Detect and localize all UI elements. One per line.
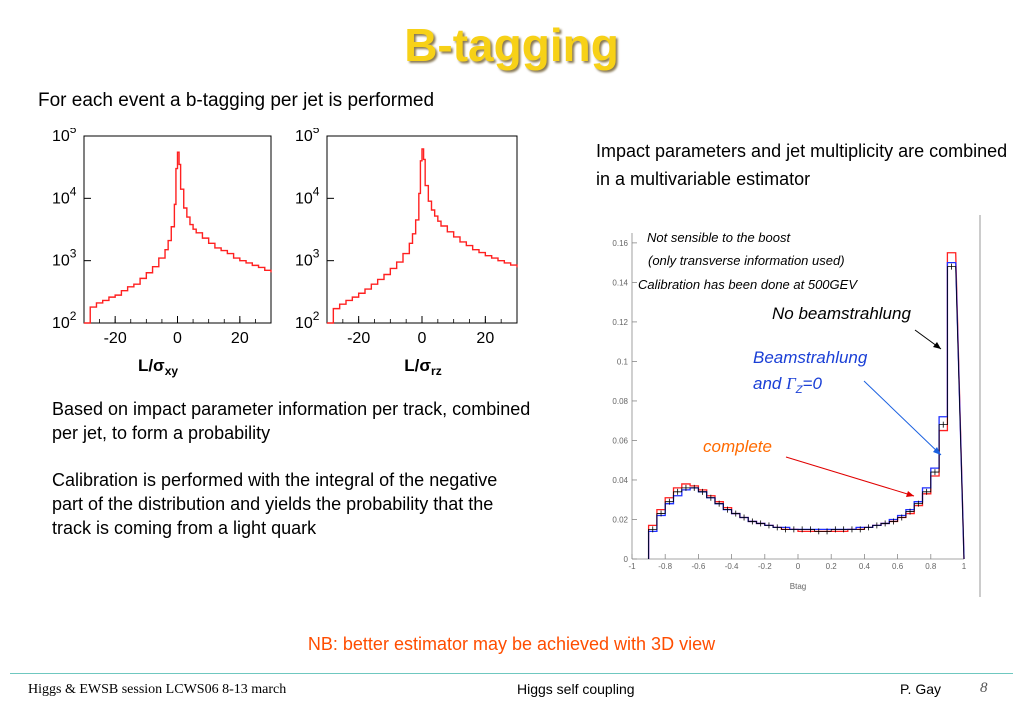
arrowhead-beamstrahlung [933, 447, 941, 455]
y-tick-label: 0.08 [612, 397, 628, 406]
histogram-line [84, 151, 272, 324]
x-tick-label: 0.4 [859, 562, 871, 571]
y-tick-label: 105 [295, 128, 320, 145]
x-tick-label: -0.6 [692, 562, 706, 571]
footer-rule [10, 673, 1013, 674]
x-tick-label: 0 [173, 330, 182, 347]
x-axis-label: Btag [790, 582, 806, 591]
plot-frame [326, 135, 518, 324]
arrowhead-complete [906, 491, 914, 497]
arrow-beamstrahlung [863, 380, 942, 456]
slide-subtitle: For each event a b-tagging per jet is pe… [38, 90, 435, 111]
y-tick-label: 102 [295, 309, 320, 332]
label-complete: complete [703, 437, 772, 456]
slide-title: B-tagging [404, 19, 619, 71]
y-tick-label: 0.14 [612, 278, 628, 287]
label-beamstrahlung-and-gamma: and ΓZ=0 [753, 374, 822, 396]
y-tick-label: 0.02 [612, 515, 628, 524]
series-complete [647, 252, 965, 560]
paragraph-impact-parameter: Based on impact parameter information pe… [52, 399, 531, 443]
y-tick-label: 103 [295, 247, 320, 270]
x-axis-label: L/σxy [138, 356, 178, 378]
histogram-l-sigma-rz: 105 104 103 102 -20 0 20 L/σrz [295, 128, 518, 378]
x-tick-label: 0.6 [892, 562, 904, 571]
y-tick-label: 104 [295, 184, 320, 207]
x-tick-label: 1 [962, 562, 967, 571]
x-axis-label: L/σrz [404, 356, 441, 378]
x-tick-label: 0.8 [925, 562, 937, 571]
y-tick-label: 0 [624, 555, 629, 564]
y-tick-label: 104 [52, 184, 77, 207]
note-boost: Not sensible to the boost [647, 230, 791, 245]
y-tick-label: 105 [52, 128, 77, 145]
x-tick-label: 0.2 [826, 562, 838, 571]
page-number: 8 [980, 680, 988, 696]
y-tick-label: 103 [52, 247, 77, 270]
x-tick-label: -0.4 [725, 562, 739, 571]
paragraph-multivariable: Impact parameters and jet multiplicity a… [596, 141, 1008, 189]
paragraph-calibration: Calibration is performed with the integr… [52, 470, 498, 538]
y-tick-label: 0.16 [612, 239, 628, 248]
footer-topic: Higgs self coupling [517, 681, 635, 697]
histogram-line [327, 148, 518, 324]
y-tick-label: 0.12 [612, 318, 628, 327]
nb-note: NB: better estimator may be achieved wit… [307, 634, 716, 654]
y-tick-label: 0.1 [617, 357, 629, 366]
note-calibration: Calibration has been done at 500GEV [638, 277, 858, 292]
y-tick-label: 0.04 [612, 476, 628, 485]
footer-author: P. Gay [900, 681, 941, 697]
y-tick-label: 0.06 [612, 436, 628, 445]
label-no-beamstrahlung: No beamstrahlung [772, 304, 911, 323]
note-transverse: (only transverse information used) [648, 253, 845, 268]
btag-chart: 0 0.02 0.04 0.06 0.08 0.1 0.12 0.14 0.16 -1 -0.8 -0… [612, 215, 981, 597]
x-tick-label: -0.8 [658, 562, 672, 571]
x-tick-label: 0 [796, 562, 801, 571]
x-tick-label: -20 [347, 330, 370, 347]
x-tick-label: -1 [628, 562, 636, 571]
x-tick-label: 0 [418, 330, 427, 347]
x-tick-label: 20 [231, 330, 249, 347]
x-tick-label: -0.2 [758, 562, 772, 571]
arrow-complete [785, 456, 915, 497]
histogram-l-sigma-xy: 105 104 103 102 -20 0 20 L/σxy [52, 128, 272, 378]
arrowhead-no-beamstrahlung [933, 342, 941, 349]
x-tick-label: 20 [476, 330, 494, 347]
y-tick-label: 102 [52, 309, 77, 332]
footer-session: Higgs & EWSB session LCWS06 8-13 march [28, 682, 287, 697]
label-beamstrahlung: Beamstrahlung [753, 348, 868, 367]
x-tick-label: -20 [104, 330, 127, 347]
